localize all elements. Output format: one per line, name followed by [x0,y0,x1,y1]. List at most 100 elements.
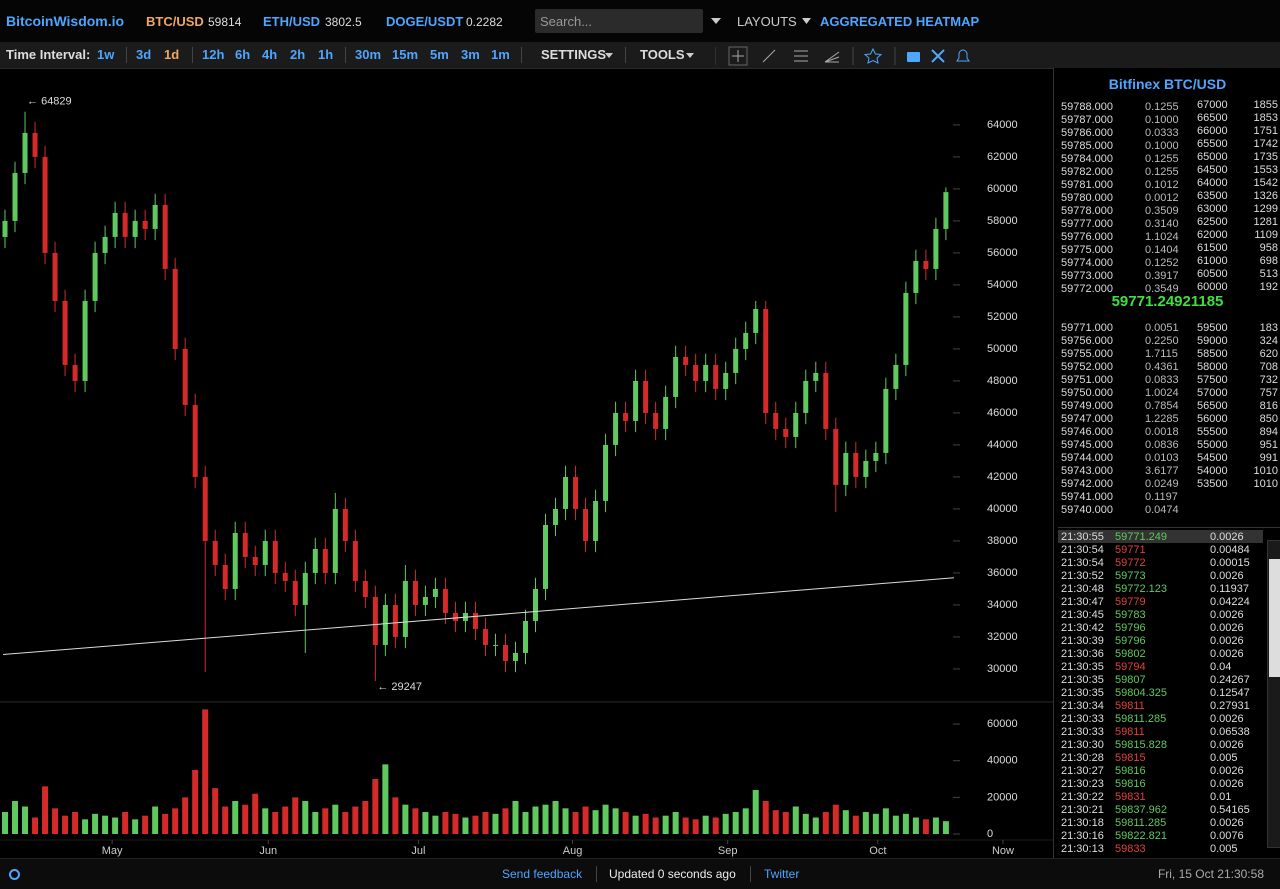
fullscreen[interactable] [931,49,945,63]
book-amount: 1.2285 [1145,413,1179,425]
feedback-link[interactable]: Send feedback [502,867,583,881]
volume-tick-label: 40000 [987,755,1018,767]
volume-bar [222,806,229,834]
dropdown-caret[interactable] [711,18,721,24]
book-amount: 0.1000 [1145,140,1179,152]
trade-price: 59771 [1115,544,1146,556]
dropdown-caret[interactable] [686,53,694,58]
interval-button[interactable]: 5m [430,47,449,62]
trade-amount: 0.04224 [1210,596,1250,608]
line-tool[interactable] [762,49,776,63]
interval-button[interactable]: 30m [355,47,382,62]
volume-bar [742,808,749,834]
screenshot[interactable] [907,52,920,62]
candle-body [903,292,909,365]
ticker-pair[interactable]: DOGE/USDT [386,14,464,29]
depth-price: 54500 [1197,452,1228,464]
interval-button[interactable]: 15m [392,47,419,62]
y-tick-label: 64000 [987,119,1018,131]
volume-bar [342,812,349,834]
candle-body [12,172,18,221]
interval-button[interactable]: 4h [262,47,278,62]
volume-bar [72,812,79,834]
volume-bar [382,764,389,834]
tools-menu[interactable]: TOOLS [640,47,685,62]
trade-time: 21:30:21 [1061,804,1104,816]
trade-time: 21:30:55 [1061,531,1104,543]
fan-tool[interactable] [824,51,840,63]
candle-body [32,132,38,157]
book-amount: 0.0833 [1145,374,1179,386]
volume-bar [32,817,39,834]
candle-body [242,532,248,557]
book-amount: 0.0836 [1145,439,1179,451]
interval-button[interactable]: 1d [164,47,180,62]
trade-amount: 0.0026 [1210,622,1244,634]
header: BitcoinWisdom.io BTC/USD 59814 ETH/USD 3802… [0,0,1280,42]
ticker-pair[interactable]: BTC/USD [146,14,204,29]
trade-time: 21:30:39 [1061,635,1104,647]
dropdown-caret[interactable] [605,53,613,58]
fib-tool[interactable] [794,50,808,62]
interval-button[interactable]: 3m [461,47,480,62]
volume-bar [772,810,779,834]
volume-bar [552,801,559,834]
heatmap-link[interactable]: AGGREGATED HEATMAP [820,14,980,29]
interval-button[interactable]: 12h [202,47,225,62]
book-price: 59786.000 [1061,127,1113,139]
trade-amount: 0.0076 [1210,830,1244,842]
volume-bar [172,808,179,834]
candle-body [713,364,719,389]
settings-menu[interactable]: SETTINGS [541,47,607,62]
trade-price: 59772 [1115,557,1146,569]
book-price: 59774.000 [1061,257,1113,269]
candle-body [492,644,498,646]
depth-price: 64000 [1197,177,1228,189]
alerts[interactable] [956,49,970,62]
favorite[interactable] [863,47,883,64]
interval-button[interactable]: 6h [235,47,251,62]
candle-body [843,452,849,485]
dropdown-caret[interactable] [802,18,811,24]
volume-bar [332,804,339,834]
scrollbar[interactable] [1267,540,1280,848]
interval-button[interactable]: 1w [97,47,115,62]
trade-amount: 0.0026 [1210,609,1244,621]
interval-button[interactable]: 3d [136,47,152,62]
candle-body [613,412,619,445]
volume-bar [842,810,849,834]
last-price: 59771.24921185 [1111,293,1224,310]
volume-bar [152,806,159,834]
layouts-menu[interactable]: LAYOUTS [737,14,797,29]
interval-button[interactable]: 1h [318,47,334,62]
candle-body [282,572,288,581]
candle-body [813,372,819,381]
settings-icon[interactable] [8,868,21,881]
separator [126,47,127,63]
depth-count: 1010 [1253,478,1278,490]
volume-bar [512,801,519,834]
candle-body [883,388,889,453]
depth-price: 66000 [1197,125,1228,137]
search-box[interactable]: Search... [535,9,703,33]
depth-price: 53500 [1197,478,1228,490]
interval-button[interactable]: 2h [290,47,306,62]
y-tick-label: 38000 [987,535,1018,547]
scroll-thumb[interactable] [1269,559,1280,677]
interval-button[interactable]: 1m [491,47,510,62]
trade-time: 21:30:13 [1061,843,1104,855]
candle-body [212,540,218,565]
volume-bar [102,815,109,834]
twitter-link[interactable]: Twitter [764,867,800,881]
book-amount: 0.1000 [1145,114,1179,126]
search-placeholder: Search... [540,14,593,29]
crosshair-tool[interactable] [728,46,748,66]
brand[interactable]: BitcoinWisdom.io [6,13,125,29]
ticker-pair[interactable]: ETH/USD [263,14,321,29]
trade-amount: 0.0026 [1210,713,1244,725]
candle-body [593,500,599,541]
trade-time: 21:30:47 [1061,596,1104,608]
volume-bar [52,808,59,834]
trade-price: 59816 [1115,765,1146,777]
book-price: 59749.000 [1061,400,1113,412]
